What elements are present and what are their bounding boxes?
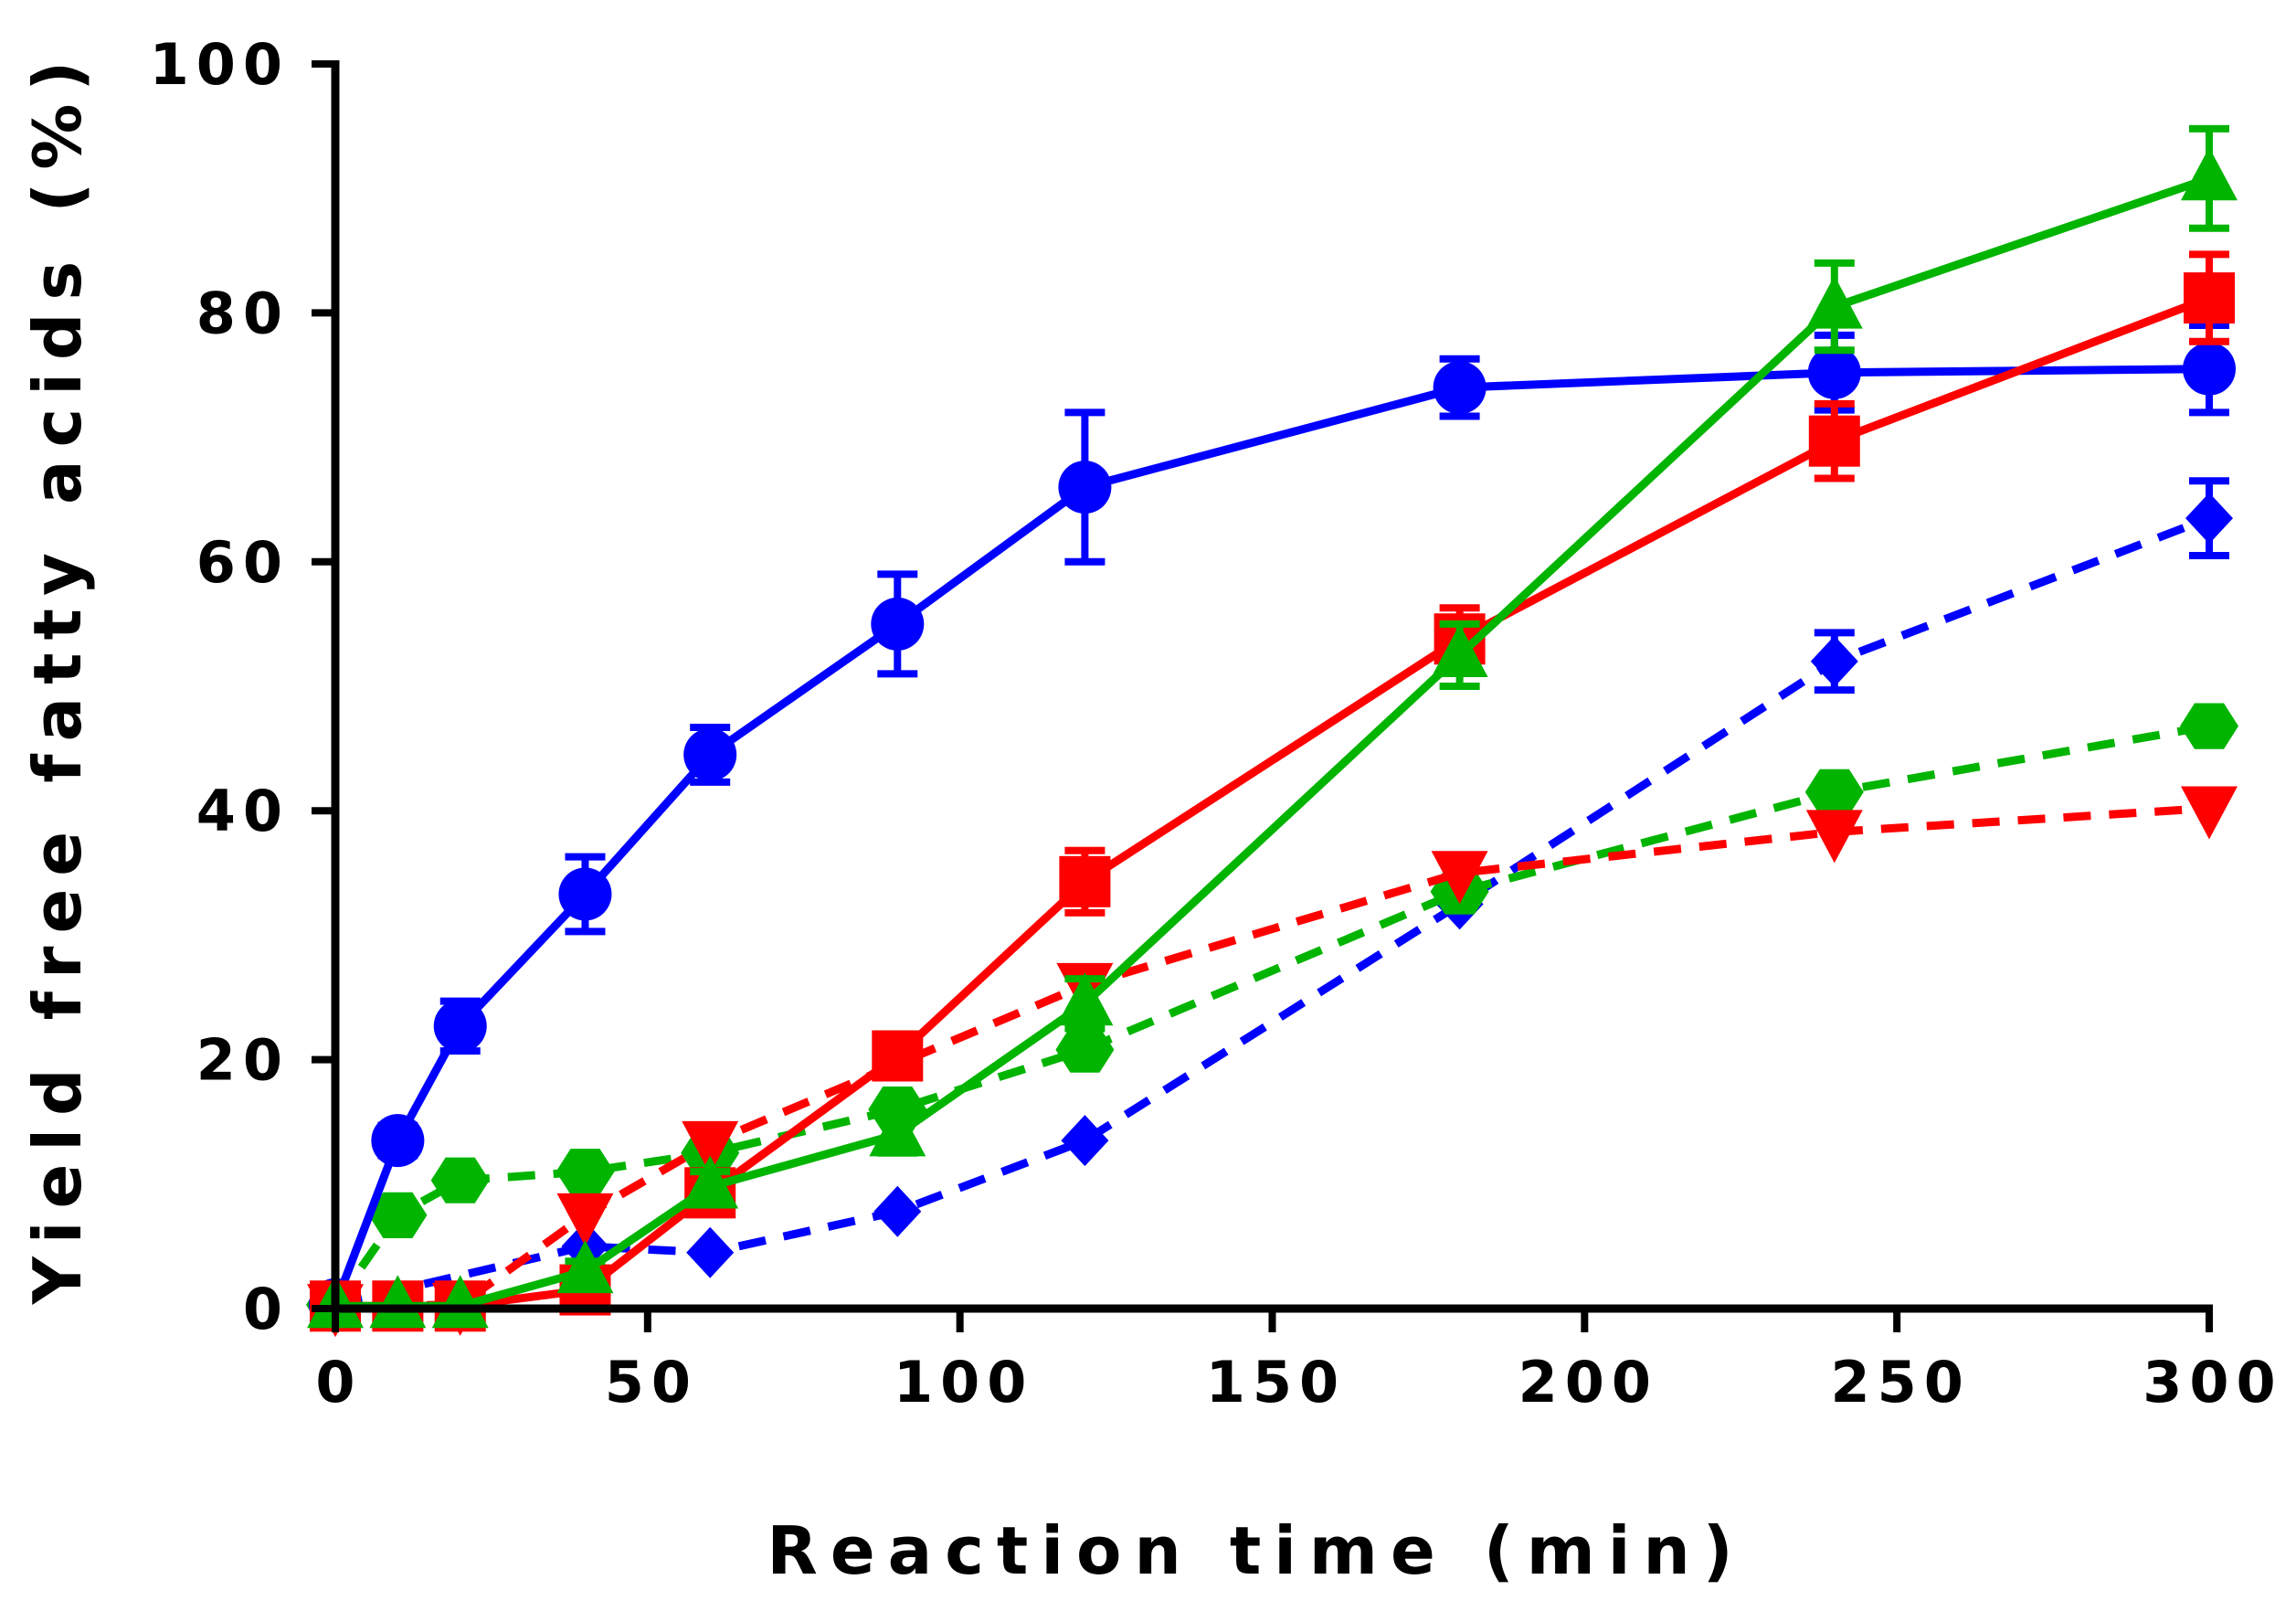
y-tick-label: 40 [196, 778, 290, 844]
data-point-triangle-down [1805, 810, 1863, 864]
y-axis-title: Yield free fatty acids (%) [19, 48, 96, 1306]
data-point-triangle-up [682, 1155, 739, 1209]
data-point-triangle-up [1431, 623, 1488, 677]
data-point-diamond [686, 1226, 735, 1278]
x-tick-label: 200 [1518, 1349, 1658, 1415]
data-point-triangle-up [431, 1275, 489, 1329]
series-line-blue-solid-circle [331, 365, 2210, 1307]
x-tick-label: 150 [1206, 1349, 1346, 1415]
data-point-hexagon [430, 1157, 490, 1203]
data-point-circle [871, 597, 925, 651]
series-line-green-dashed-hexagon [332, 722, 2210, 1308]
y-tick-label: 20 [196, 1027, 290, 1094]
series-line-green-solid-triangle [335, 175, 2211, 1310]
data-point-triangle-down [1431, 851, 1488, 905]
data-point-hexagon [1804, 769, 1864, 815]
y-tick-label: 80 [196, 280, 290, 346]
data-point-triangle-down [2181, 786, 2238, 840]
data-point-diamond [2185, 493, 2233, 545]
y-tick-label: 0 [243, 1276, 290, 1342]
data-point-circle [433, 999, 487, 1053]
data-point-circle [683, 727, 737, 781]
data-point-triangle-down [556, 1193, 614, 1246]
data-point-triangle-up [369, 1275, 427, 1329]
data-point-hexagon [2180, 703, 2238, 749]
data-point-circle [1433, 361, 1487, 415]
data-point-circle [2183, 342, 2236, 396]
data-point-triangle-up [1056, 972, 1114, 1026]
data-point-hexagon [555, 1149, 615, 1195]
data-point-square [2184, 272, 2235, 324]
data-point-diamond [873, 1185, 922, 1237]
data-point-diamond [1061, 1115, 1109, 1167]
data-point-triangle-up [869, 1103, 926, 1157]
data-point-square [1059, 855, 1111, 907]
data-point-triangle-up [2181, 147, 2238, 201]
data-point-triangle-up [1805, 275, 1863, 329]
data-point-circle [1807, 345, 1861, 399]
x-tick-label: 300 [2143, 1349, 2282, 1415]
axes-layer: 0 50 100 150 200 250 300 0 20 40 60 80 100 [150, 31, 2282, 1415]
y-tick-label: 100 [150, 31, 290, 98]
data-point-circle [1058, 461, 1112, 514]
series-line-blue-dashed-diamond [333, 514, 2211, 1309]
data-point-diamond [1810, 635, 1858, 687]
x-tick-label: 50 [605, 1349, 698, 1415]
x-tick-label: 250 [1830, 1349, 1970, 1415]
x-tick-label: 0 [315, 1349, 362, 1415]
data-point-square [1808, 415, 1860, 467]
data-point-circle [558, 867, 612, 921]
y-tick-label: 60 [196, 529, 290, 596]
data-point-triangle-up [556, 1240, 614, 1294]
data-point-circle [371, 1114, 425, 1168]
x-axis-title: Reaction time (min) [767, 1512, 1745, 1589]
series-blue-dashed-diamond [312, 477, 2233, 1330]
x-tick-label: 100 [894, 1349, 1033, 1415]
data-point-square [872, 1030, 924, 1082]
series-line-red-dashed-triangle-down [334, 804, 2210, 1310]
data-point-triangle-down [682, 1120, 739, 1174]
series-layer [306, 124, 2238, 1338]
series-line-red-solid-square [335, 293, 2211, 1310]
series-green-solid-triangle [307, 124, 2238, 1329]
data-point-hexagon [368, 1192, 428, 1238]
data-point-hexagon [1055, 1026, 1115, 1073]
